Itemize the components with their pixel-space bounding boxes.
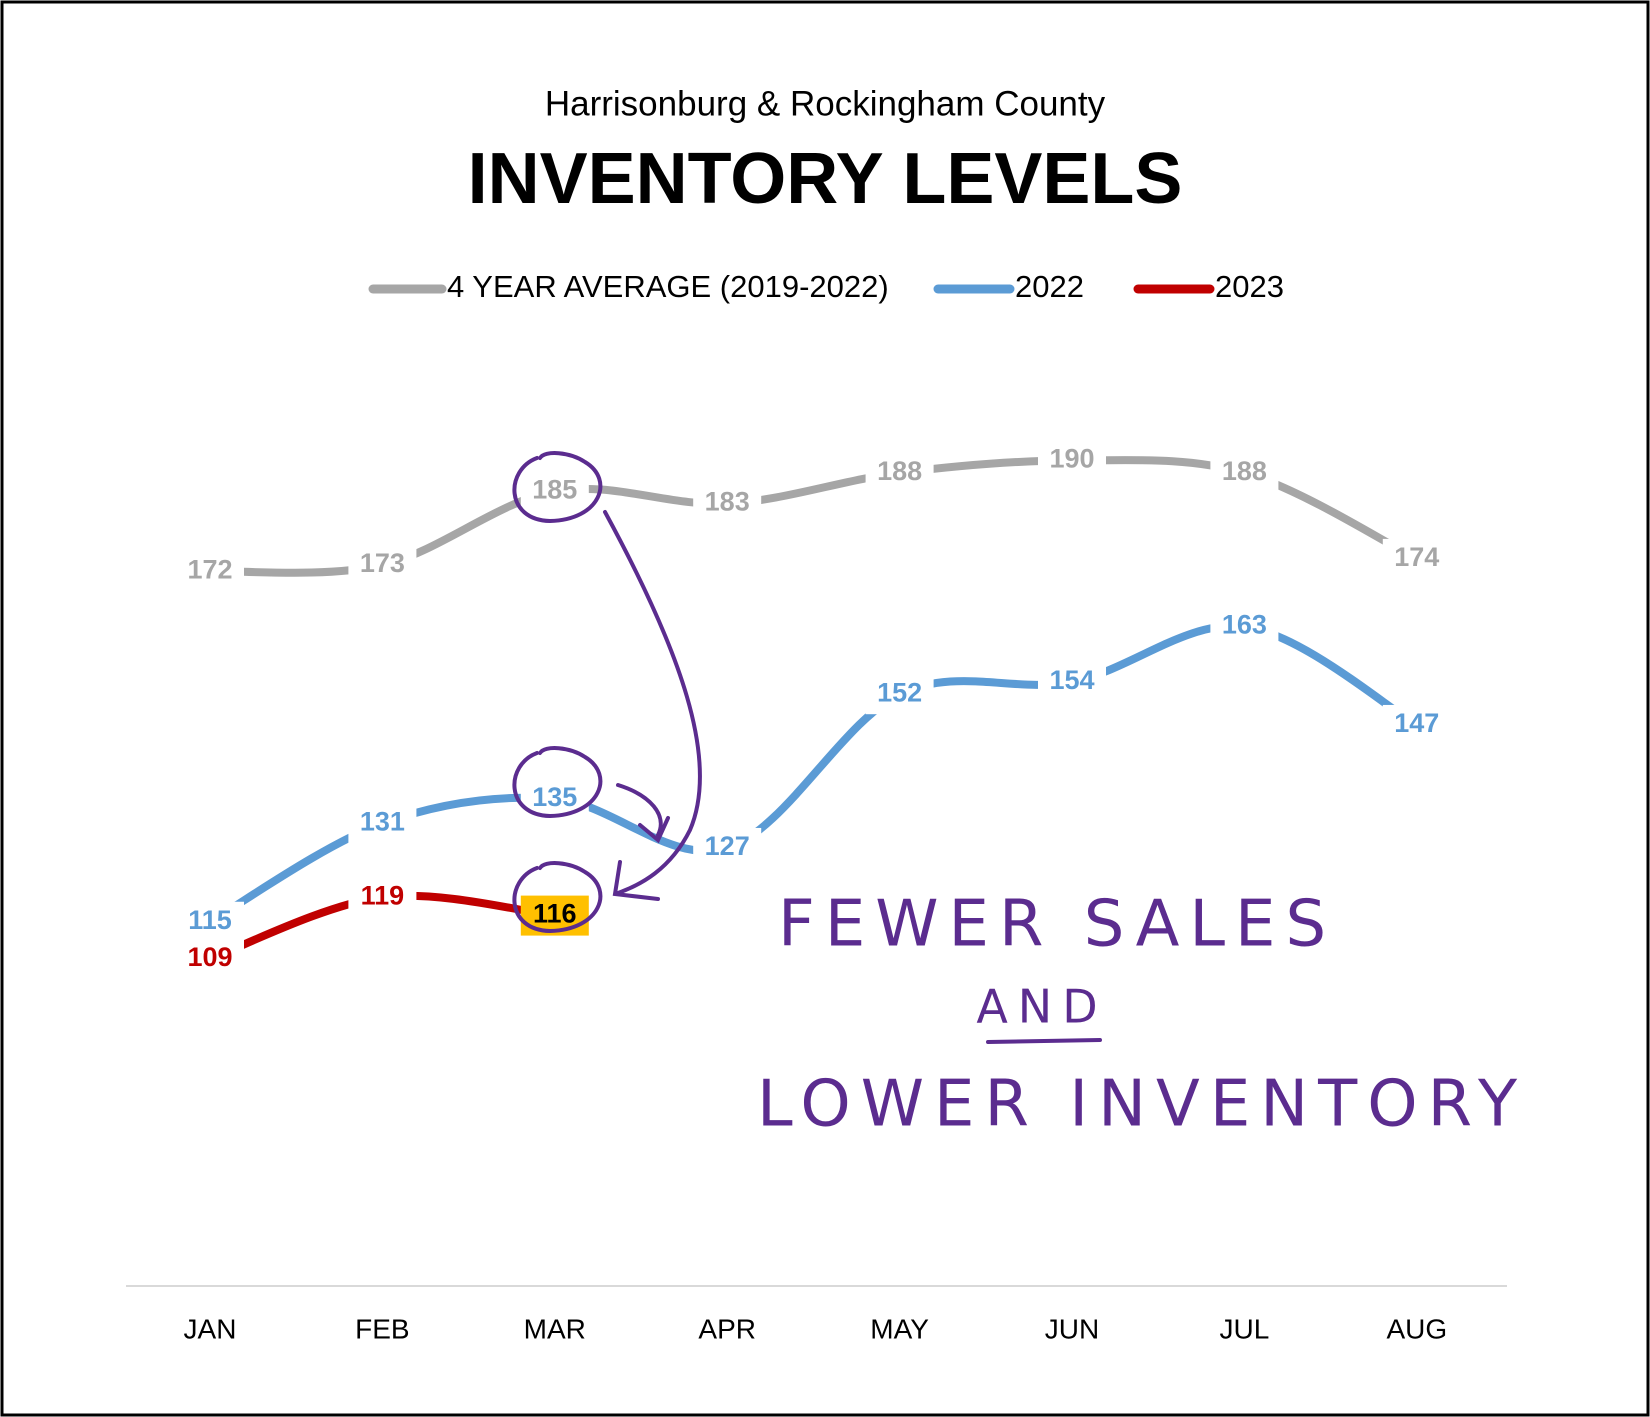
data-label: 173	[360, 548, 405, 578]
x-tick-label: MAR	[524, 1313, 586, 1344]
label-background	[1382, 538, 1451, 579]
x-tick-label: AUG	[1386, 1313, 1447, 1344]
x-tick-label: JUN	[1045, 1313, 1099, 1344]
label-background	[176, 901, 244, 942]
chart-subtitle: Harrisonburg & Rockingham County	[545, 84, 1106, 123]
data-label: 185	[532, 474, 577, 504]
x-tick-label: JAN	[184, 1313, 237, 1344]
data-label: 152	[877, 677, 922, 707]
x-tick-label: MAY	[870, 1313, 929, 1344]
data-label: 131	[360, 806, 405, 836]
data-label: 172	[187, 554, 232, 584]
arrow-head	[638, 816, 670, 844]
data-label: 190	[1049, 444, 1094, 474]
arrow-head	[612, 860, 660, 901]
label-background	[693, 483, 762, 524]
label-background	[348, 545, 417, 586]
data-label: 154	[1049, 665, 1094, 695]
label-background	[176, 551, 244, 592]
label-background	[1038, 661, 1106, 702]
label-background	[693, 827, 762, 868]
label-background	[348, 803, 417, 844]
label-background	[520, 471, 589, 512]
data-label: 174	[1394, 542, 1439, 572]
annotation: LOWER INVENTORY	[757, 1068, 1527, 1142]
data-label: 119	[361, 880, 405, 910]
circle	[512, 451, 603, 524]
x-tick-label: APR	[698, 1313, 756, 1344]
data-label: 188	[1222, 456, 1267, 486]
label-background	[1038, 440, 1106, 481]
label-background	[176, 938, 244, 979]
label-background	[1210, 606, 1279, 647]
circle	[512, 861, 603, 934]
plot: 172 173 185 183 188 190 188 174 115 131 135 127 152 1…	[176, 440, 1451, 979]
label-background	[865, 452, 934, 493]
annotation: FEWER SALES	[778, 888, 1336, 962]
arrow	[603, 510, 702, 895]
data-label: 163	[1222, 610, 1267, 640]
data-label: 109	[187, 942, 232, 972]
x-tick-label: FEB	[355, 1313, 409, 1344]
legend-label: 2023	[1215, 269, 1284, 304]
data-label: 188	[877, 456, 922, 486]
x-tick-label: JUL	[1220, 1313, 1270, 1344]
label-background	[348, 877, 417, 918]
data-label: 116	[533, 899, 577, 929]
annotation: AND	[976, 980, 1107, 1034]
chart-title: INVENTORY LEVELS	[468, 139, 1183, 219]
data-label: 183	[705, 487, 750, 517]
data-label: 135	[532, 782, 577, 812]
label-background	[1382, 704, 1451, 745]
data-label: 147	[1394, 708, 1439, 738]
data-label: 127	[705, 831, 750, 861]
legend-label: 2022	[1015, 269, 1084, 304]
legend-label: 4 YEAR AVERAGE (2019-2022)	[447, 269, 889, 304]
annotation-marks	[512, 451, 1102, 1044]
arrow	[616, 783, 663, 837]
data-label: 115	[188, 905, 232, 935]
circle	[512, 746, 603, 819]
label-background	[1210, 452, 1279, 493]
label-background	[865, 674, 934, 715]
underline	[986, 1038, 1102, 1044]
